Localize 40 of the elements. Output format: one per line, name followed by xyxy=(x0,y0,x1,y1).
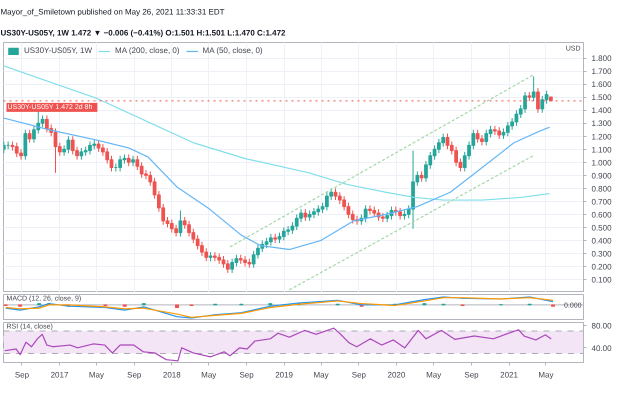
x-tick-label: May xyxy=(313,370,329,380)
x-tick-label: 2020 xyxy=(388,370,406,380)
y-tick-label: 0.400 xyxy=(592,236,612,246)
y-tick-label: 0.200 xyxy=(592,262,612,272)
x-tick-label: Sep xyxy=(352,370,367,380)
x-tick-label: 2017 xyxy=(50,370,69,380)
legend-label: US30Y-US05Y, 1W xyxy=(24,46,92,55)
y-tick-label: 0.900 xyxy=(592,171,612,180)
y-tick-label: 40.00 xyxy=(592,344,612,353)
y-tick-label: 80.00 xyxy=(592,321,612,330)
x-tick-label: May xyxy=(201,370,216,380)
x-tick-label: 2021 xyxy=(500,370,518,380)
y-tick-label: 0.100 xyxy=(592,275,612,284)
y-tick-label: 1.500 xyxy=(592,93,612,102)
x-tick-label: Sep xyxy=(14,370,30,380)
y-tick-label: 1.200 xyxy=(592,132,612,142)
legend-label: MA (200, close, 0) xyxy=(115,46,180,55)
chart-subtitle: US30Y-US05Y, 1W 1.472 ▼ −0.006 (−0.41%) O:1.501 H:1.501 L:1.470 C:1.472 xyxy=(0,28,286,38)
chart-title: Mayor_of_Smiletown published on May 26, 2021 11:33:31 EDT xyxy=(0,8,225,16)
x-tick-label: Sep xyxy=(127,370,142,380)
x-tick-label: May xyxy=(88,370,104,380)
x-tick-label: Sep xyxy=(464,370,480,380)
y-tick-label: 0.300 xyxy=(592,249,612,258)
y-tick-label: 1.000 xyxy=(592,158,612,168)
y-tick-label: 0.600 xyxy=(592,210,612,220)
y-tick-label: 0.700 xyxy=(592,197,612,206)
y-tick-label: 0.500 xyxy=(592,223,612,232)
x-tick-label: 2018 xyxy=(162,370,182,380)
y-tick-label: 1.400 xyxy=(592,106,612,116)
legend-label: MA (50, close, 0) xyxy=(202,46,263,55)
y-tick-label: 1.100 xyxy=(592,145,612,154)
y-tick-label: 1.600 xyxy=(592,80,612,90)
y-tick-label: 1.300 xyxy=(592,119,612,128)
y-tick-label: 1.800 xyxy=(592,54,612,64)
x-tick-label: May xyxy=(426,370,442,380)
x-tick-label: Sep xyxy=(239,370,254,380)
y-tick-label: 1.700 xyxy=(592,67,612,76)
x-tick-label: May xyxy=(538,370,554,380)
y-tick-label: 0.800 xyxy=(592,184,612,194)
x-tick-label: 2019 xyxy=(275,370,294,380)
